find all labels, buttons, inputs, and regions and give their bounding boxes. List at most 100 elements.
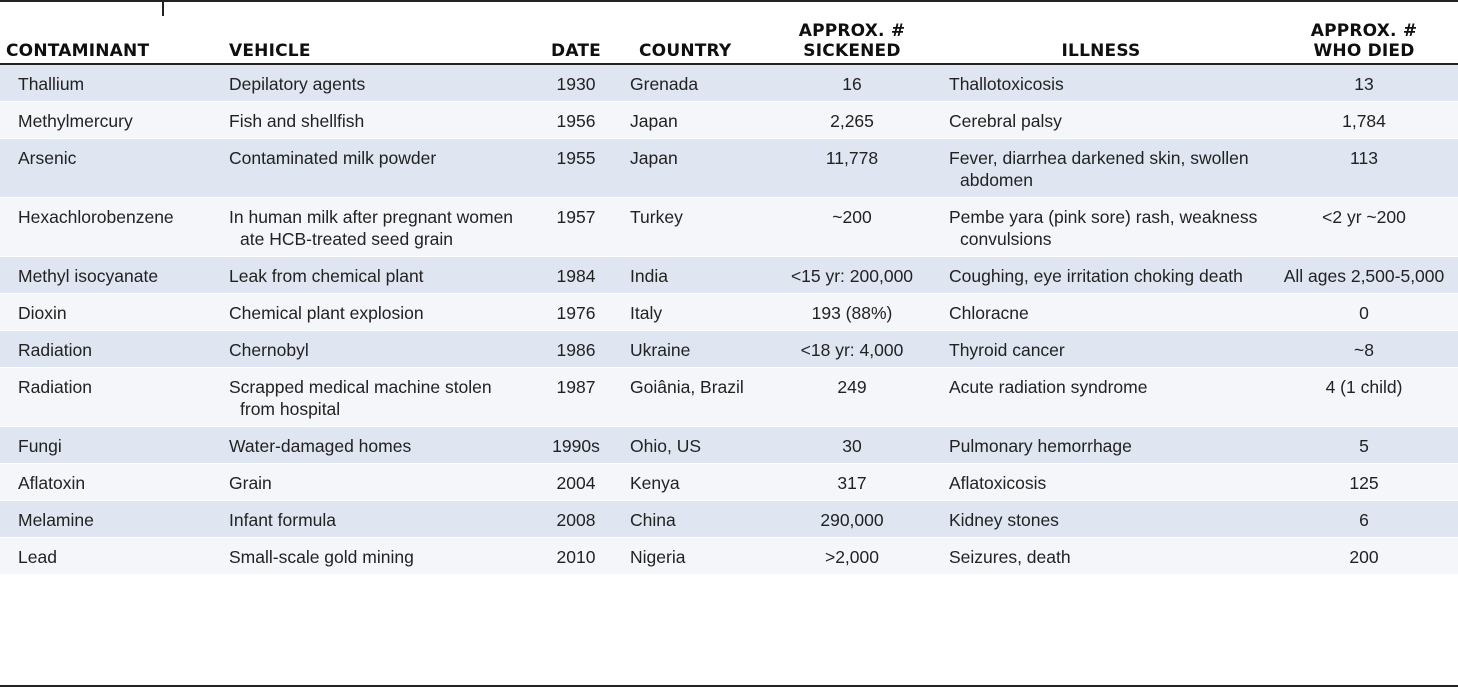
cell-vehicle: In human milk after pregnant women ate H… xyxy=(212,197,530,257)
cell-country: Ohio, US xyxy=(622,426,772,464)
header-died-line1: APPROX. # xyxy=(1310,21,1418,41)
table-row: Methyl isocyanate Leak from chemical pla… xyxy=(0,256,1458,294)
cell-country-text: Goiânia, Brazil xyxy=(630,377,744,397)
cell-country: Japan xyxy=(622,138,772,198)
cell-illness-text: Pulmonary hemorrhage xyxy=(949,436,1132,456)
cell-vehicle-text: Scrapped medical machine stolen from hos… xyxy=(229,377,492,419)
cell-contaminant: Dioxin xyxy=(0,293,212,331)
cell-date: 1986 xyxy=(530,330,622,368)
cell-died: All ages 2,500-5,000 xyxy=(1270,256,1458,294)
cell-illness: Acute radiation syndrome xyxy=(932,367,1270,427)
cell-contaminant: Arsenic xyxy=(0,138,212,198)
top-rule xyxy=(0,0,1458,2)
cell-contaminant: Fungi xyxy=(0,426,212,464)
cell-vehicle-text: In human milk after pregnant women ate H… xyxy=(229,207,514,249)
cell-sickened: 16 xyxy=(772,64,932,102)
cell-country-text: Grenada xyxy=(630,74,699,94)
cell-country: Grenada xyxy=(622,64,772,102)
cell-country: Japan xyxy=(622,101,772,139)
cell-sickened: 193 (88%) xyxy=(772,293,932,331)
table-row: Melamine Infant formula 2008 China 290,0… xyxy=(0,500,1458,538)
cell-died: 13 xyxy=(1270,64,1458,102)
cell-vehicle: Chemical plant explosion xyxy=(212,293,530,331)
table-row: Lead Small-scale gold mining 2010 Nigeri… xyxy=(0,537,1458,575)
table-row: Radiation Scrapped medical machine stole… xyxy=(0,367,1458,427)
cell-sickened: <15 yr: 200,000 xyxy=(772,256,932,294)
cell-date: 1955 xyxy=(530,138,622,198)
cell-country-text: India xyxy=(630,266,668,286)
cell-vehicle-text: Small-scale gold mining xyxy=(229,547,414,567)
cell-vehicle-text: Depilatory agents xyxy=(229,74,366,94)
cell-country: India xyxy=(622,256,772,294)
cell-sickened: <18 yr: 4,000 xyxy=(772,330,932,368)
cell-country: Kenya xyxy=(622,463,772,501)
cell-date: 1930 xyxy=(530,64,622,102)
cell-country-text: Turkey xyxy=(630,207,683,227)
cell-vehicle: Small-scale gold mining xyxy=(212,537,530,575)
cell-illness-text: Chloracne xyxy=(949,303,1029,323)
cell-illness-text: Kidney stones xyxy=(949,510,1059,530)
cell-country-text: Kenya xyxy=(630,473,680,493)
cell-date: 1956 xyxy=(530,101,622,139)
cell-died: 0 xyxy=(1270,293,1458,331)
cell-died: ~8 xyxy=(1270,330,1458,368)
cell-illness: Aflatoxicosis xyxy=(932,463,1270,501)
bottom-rule xyxy=(0,685,1458,687)
cell-vehicle: Fish and shellfish xyxy=(212,101,530,139)
contaminant-incidents-table: CONTAMINANT VEHICLE DATE COUNTRY APPROX.… xyxy=(0,16,1458,575)
cell-country: Italy xyxy=(622,293,772,331)
cell-vehicle-text: Chemical plant explosion xyxy=(229,303,424,323)
table-row: Methylmercury Fish and shellfish 1956 Ja… xyxy=(0,101,1458,139)
cell-contaminant: Aflatoxin xyxy=(0,463,212,501)
cell-contaminant: Radiation xyxy=(0,367,212,427)
cell-country-text: Italy xyxy=(630,303,663,323)
cell-contaminant: Methylmercury xyxy=(0,101,212,139)
cell-died: <2 yr ~200 xyxy=(1270,197,1458,257)
table-row: Dioxin Chemical plant explosion 1976 Ita… xyxy=(0,293,1458,331)
header-vehicle: VEHICLE xyxy=(212,16,530,65)
cell-contaminant: Hexachlorobenzene xyxy=(0,197,212,257)
cell-vehicle: Grain xyxy=(212,463,530,501)
cell-died: 4 (1 child) xyxy=(1270,367,1458,427)
cell-vehicle: Contaminated milk powder xyxy=(212,138,530,198)
cell-illness-text: Coughing, eye irritation choking death xyxy=(949,266,1243,286)
cell-sickened: 290,000 xyxy=(772,500,932,538)
cell-contaminant: Thallium xyxy=(0,64,212,102)
cell-illness: Fever, diarrhea darkened skin, swollen a… xyxy=(932,138,1270,198)
cell-country: Turkey xyxy=(622,197,772,257)
header-sickened-line2: SICKENED xyxy=(803,41,901,61)
cell-illness: Pembe yara (pink sore) rash, weakness co… xyxy=(932,197,1270,257)
cell-illness-text: Seizures, death xyxy=(949,547,1071,567)
cell-sickened: 2,265 xyxy=(772,101,932,139)
cell-date: 1957 xyxy=(530,197,622,257)
cell-illness-text: Aflatoxicosis xyxy=(949,473,1047,493)
header-sickened: APPROX. # SICKENED xyxy=(772,16,932,65)
header-illness: ILLNESS xyxy=(932,16,1270,65)
cell-sickened: ~200 xyxy=(772,197,932,257)
cell-country-text: Ohio, US xyxy=(630,436,701,456)
cell-sickened: 11,778 xyxy=(772,138,932,198)
cell-country-text: Japan xyxy=(630,148,678,168)
cell-sickened: 30 xyxy=(772,426,932,464)
cell-contaminant: Radiation xyxy=(0,330,212,368)
cell-vehicle: Infant formula xyxy=(212,500,530,538)
cell-illness: Thyroid cancer xyxy=(932,330,1270,368)
cell-vehicle-text: Leak from chemical plant xyxy=(229,266,424,286)
cell-date: 2004 xyxy=(530,463,622,501)
cell-illness-text: Thallotoxicosis xyxy=(949,74,1064,94)
cell-illness: Cerebral palsy xyxy=(932,101,1270,139)
cell-date: 1984 xyxy=(530,256,622,294)
cell-contaminant: Lead xyxy=(0,537,212,575)
cell-sickened: 317 xyxy=(772,463,932,501)
cell-vehicle-text: Grain xyxy=(229,473,272,493)
cell-died: 200 xyxy=(1270,537,1458,575)
table-row: Thallium Depilatory agents 1930 Grenada … xyxy=(0,64,1458,102)
cell-date: 2010 xyxy=(530,537,622,575)
cell-illness-text: Cerebral palsy xyxy=(949,111,1062,131)
cell-country-text: Ukraine xyxy=(630,340,691,360)
cell-illness: Kidney stones xyxy=(932,500,1270,538)
cell-vehicle-text: Infant formula xyxy=(229,510,336,530)
cell-country-text: Nigeria xyxy=(630,547,686,567)
cell-died: 1,784 xyxy=(1270,101,1458,139)
cell-vehicle: Depilatory agents xyxy=(212,64,530,102)
